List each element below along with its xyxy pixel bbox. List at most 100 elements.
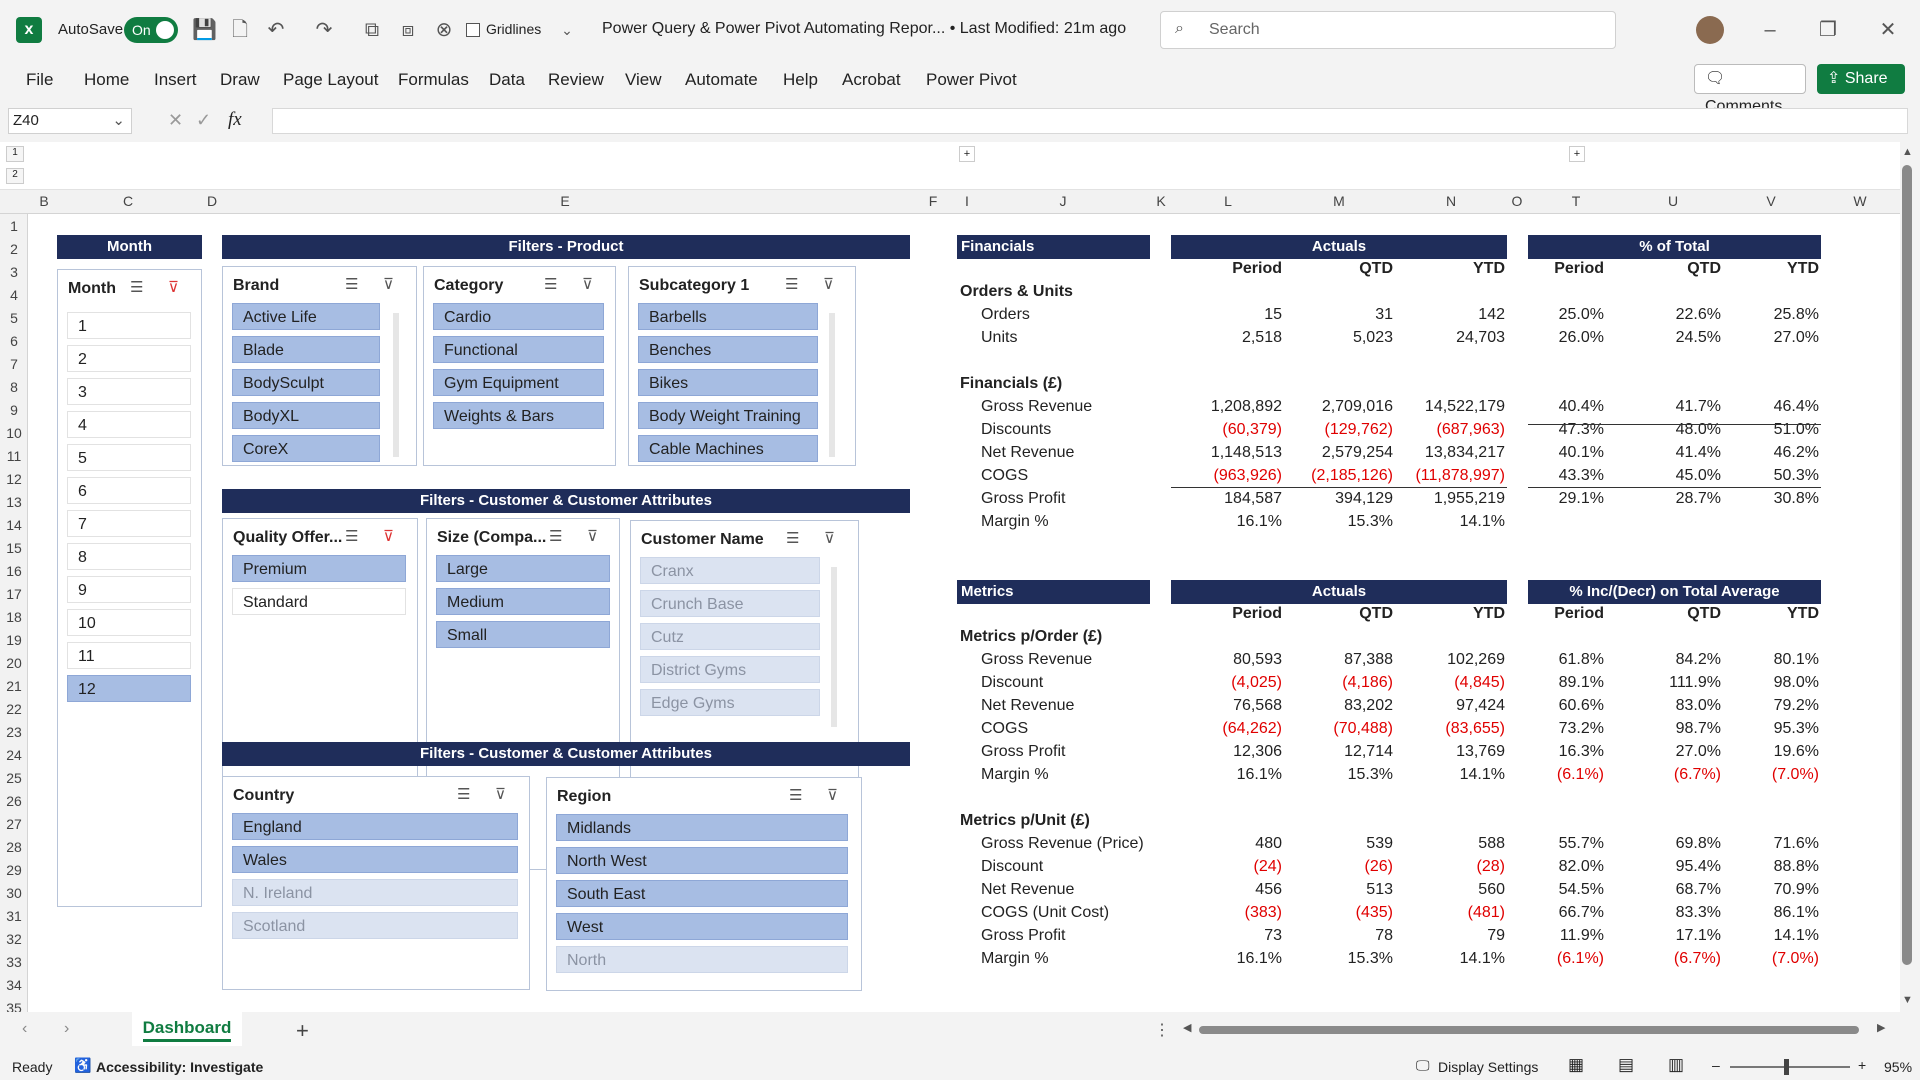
clear-filter-icon[interactable]: ⊽	[168, 279, 179, 296]
slicer-item[interactable]: Crunch Base	[640, 590, 820, 617]
row-header[interactable]: 32	[6, 931, 22, 947]
slicer-item[interactable]: 6	[67, 477, 191, 504]
multi-select-icon[interactable]: ☰	[786, 530, 800, 547]
row-header[interactable]: 21	[6, 678, 22, 694]
slicer-item[interactable]: North	[556, 946, 848, 973]
slicer-item[interactable]: 10	[67, 609, 191, 636]
row-header[interactable]: 2	[10, 241, 18, 257]
slicer-item[interactable]: Barbells	[638, 303, 818, 330]
slicer-item[interactable]: N. Ireland	[232, 879, 518, 906]
row-header[interactable]: 30	[6, 885, 22, 901]
slicer-item[interactable]: 9	[67, 576, 191, 603]
brand-slicer[interactable]: Brand ☰ ⊽ Active Life Blade BodySculpt Body…	[222, 266, 417, 466]
comments-button[interactable]: 🗨 Comments	[1694, 64, 1806, 115]
slicer-item[interactable]: Small	[436, 621, 610, 648]
slicer-item[interactable]: England	[232, 813, 518, 840]
slicer-item[interactable]: CoreX	[232, 435, 380, 462]
slicer-item[interactable]: Blade	[232, 336, 380, 363]
slicer-item[interactable]: 12	[67, 675, 191, 702]
column-header[interactable]: D	[206, 193, 218, 209]
worksheet[interactable]: 1 2 + + B C D E F I J K L M N O T U V W …	[0, 142, 1920, 1039]
vertical-scroll-thumb[interactable]	[1902, 165, 1912, 965]
column-header[interactable]: N	[1445, 193, 1457, 209]
scroll-left-icon[interactable]: ◀	[1183, 1022, 1192, 1034]
slicer-item[interactable]: Gym Equipment	[433, 369, 604, 396]
row-header[interactable]: 23	[6, 724, 22, 740]
row-header[interactable]: 25	[6, 770, 22, 786]
zoom-thumb[interactable]	[1784, 1059, 1789, 1075]
slicer-item[interactable]: 11	[67, 642, 191, 669]
slicer-item[interactable]: Cardio	[433, 303, 604, 330]
column-header[interactable]: V	[1766, 193, 1776, 209]
slicer-item[interactable]: 5	[67, 444, 191, 471]
close-icon[interactable]: ✕	[1879, 19, 1897, 41]
scrollbar[interactable]	[829, 313, 835, 457]
row-header[interactable]: 18	[6, 609, 22, 625]
row-header[interactable]: 19	[6, 632, 22, 648]
multi-select-icon[interactable]: ☰	[457, 786, 471, 803]
prev-sheet-icon[interactable]: ‹	[22, 1020, 28, 1037]
tab-formulas[interactable]: Formulas	[398, 70, 469, 89]
clear-filter-icon[interactable]: ⊽	[383, 528, 394, 545]
refresh-icon[interactable]: ⧉	[364, 19, 380, 41]
column-header[interactable]: K	[1156, 193, 1166, 209]
gridlines-checkbox[interactable]	[466, 23, 480, 37]
restore-icon[interactable]: ❐	[1819, 19, 1837, 41]
slicer-item[interactable]: Cable Machines	[638, 435, 818, 462]
column-header[interactable]: L	[1224, 193, 1232, 209]
slicer-item[interactable]: Standard	[232, 588, 406, 615]
slicer-item[interactable]: Medium	[436, 588, 610, 615]
column-header[interactable]: F	[928, 193, 938, 209]
tab-power-pivot[interactable]: Power Pivot	[926, 70, 1017, 89]
slicer-item[interactable]: Weights & Bars	[433, 402, 604, 429]
undo-icon[interactable]: ↶	[267, 19, 285, 41]
quality-slicer[interactable]: Quality Offer... ☰ ⊽ Premium Standard	[222, 518, 418, 870]
row-header[interactable]: 10	[6, 425, 22, 441]
month-slicer[interactable]: Month ☰ ⊽ 1 2 3 4 5 6 7 8 9 10 11 12	[57, 269, 202, 907]
slicer-item[interactable]: Body Weight Training	[638, 402, 818, 429]
slicer-item[interactable]: Premium	[232, 555, 406, 582]
slicer-item[interactable]: BodySculpt	[232, 369, 380, 396]
subcategory-slicer[interactable]: Subcategory 1 ☰ ⊽ Barbells Benches Bikes Bo…	[628, 266, 856, 466]
multi-select-icon[interactable]: ☰	[130, 279, 144, 296]
row-header[interactable]: 34	[6, 977, 22, 993]
row-header[interactable]: 24	[6, 747, 22, 763]
column-header[interactable]: J	[1059, 193, 1067, 209]
scroll-right-icon[interactable]: ▶	[1877, 1022, 1886, 1034]
share-button[interactable]: ⇪ Share	[1817, 64, 1905, 94]
filter-icon[interactable]: ⊽	[587, 528, 598, 545]
filter-icon[interactable]: ⊽	[827, 787, 838, 804]
redo-icon[interactable]: ↷	[315, 19, 333, 41]
document-title[interactable]: Power Query & Power Pivot Automating Rep…	[602, 20, 1127, 37]
row-header[interactable]: 13	[6, 494, 22, 510]
formula-input[interactable]	[272, 108, 1908, 134]
row-header[interactable]: 4	[10, 287, 18, 303]
tab-page-layout[interactable]: Page Layout	[283, 70, 379, 89]
horizontal-scrollbar[interactable]: ◀ ▶	[1183, 1022, 1893, 1036]
slicer-item[interactable]: District Gyms	[640, 656, 820, 683]
scrollbar[interactable]	[393, 313, 399, 457]
autosave-toggle[interactable]: On	[124, 17, 178, 43]
slicer-item[interactable]: West	[556, 913, 848, 940]
column-header[interactable]: E	[560, 193, 570, 209]
slicer-item[interactable]: Cranx	[640, 557, 820, 584]
slicer-item[interactable]: North West	[556, 847, 848, 874]
row-header[interactable]: 9	[10, 402, 18, 418]
column-header[interactable]: O	[1511, 193, 1523, 209]
column-header[interactable]: U	[1667, 193, 1679, 209]
row-header[interactable]: 3	[10, 264, 18, 280]
row-header[interactable]: 14	[6, 517, 22, 533]
filter-icon[interactable]: ⊽	[823, 276, 834, 293]
row-header[interactable]: 5	[10, 310, 18, 326]
slicer-item[interactable]: Wales	[232, 846, 518, 873]
slicer-item[interactable]: Functional	[433, 336, 604, 363]
region-slicer[interactable]: Region ☰ ⊽ Midlands North West South East W…	[546, 777, 862, 991]
tab-view[interactable]: View	[625, 70, 662, 89]
tab-review[interactable]: Review	[548, 70, 604, 89]
row-header[interactable]: 11	[6, 448, 22, 464]
tab-data[interactable]: Data	[489, 70, 525, 89]
row-header[interactable]: 16	[6, 563, 22, 579]
display-settings[interactable]: Display Settings	[1438, 1059, 1539, 1075]
insert-function-icon[interactable]: fx	[228, 109, 242, 130]
row-header[interactable]: 6	[10, 333, 18, 349]
